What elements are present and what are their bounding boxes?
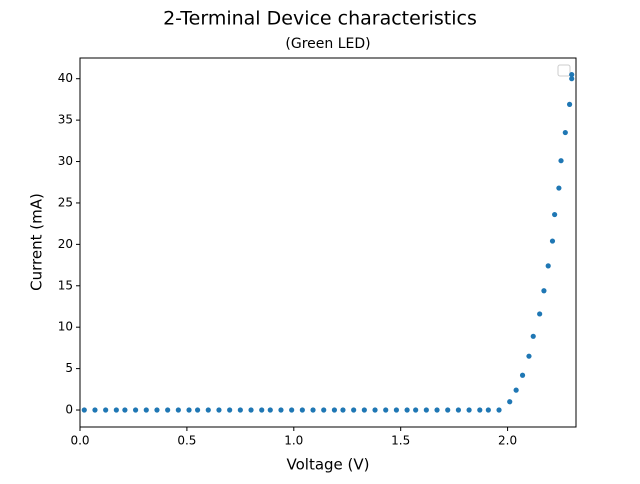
chart-subtitle: (Green LED) [285,36,370,52]
data-point [340,407,346,413]
data-point [558,158,564,164]
data-point [321,407,327,413]
x-tick-label: 0.0 [70,434,89,448]
x-tick-label: 1.0 [284,434,303,448]
y-tick-label: 5 [65,361,73,375]
plot-frame [79,57,577,428]
data-point [132,407,139,413]
y-tick-label: 30 [58,154,73,168]
data-point [205,407,211,413]
data-point [299,407,305,413]
data-point [445,407,451,413]
x-tick-label: 1.5 [391,434,410,448]
data-point [545,263,551,269]
x-tick-label: 2.0 [498,434,517,448]
y-tick-label: 20 [58,237,73,251]
chart-title: 2-Terminal Device characteristics [163,8,477,30]
data-point [556,185,562,191]
data-point [81,407,87,413]
data-point [103,407,109,413]
data-point [434,407,440,413]
data-point [310,407,316,413]
y-axis-label: Current (mA) [28,193,46,291]
data-point [186,407,192,413]
data-point [278,407,284,413]
data-point [541,288,547,294]
data-point [496,407,502,413]
y-tick-label: 35 [58,113,73,127]
y-tick-label: 10 [58,320,73,334]
data-point [549,238,556,244]
y-tick-label: 15 [58,278,73,292]
data-point [289,407,295,413]
data-point [383,407,389,413]
data-point [248,407,254,413]
legend [557,64,571,77]
data-point [552,211,558,218]
data-point [466,407,472,413]
data-point [537,311,543,317]
x-tick-label: 0.5 [177,434,196,448]
data-point [530,333,536,339]
data-point [372,407,378,413]
data-point [569,76,575,82]
data-point [194,407,201,413]
y-tick-label: 40 [58,71,73,85]
data-point [143,407,149,413]
data-point [92,407,98,413]
data-point [519,372,526,378]
data-point [237,407,243,413]
data-point [227,407,233,413]
data-point [331,407,338,413]
data-point [113,407,119,413]
data-point [562,129,568,136]
x-axis-label: Voltage (V) [287,456,370,474]
data-point [175,407,181,413]
data-point [154,407,160,413]
y-tick-label: 25 [58,195,73,209]
data-point [404,407,410,413]
data-point [351,407,357,413]
data-point [259,407,265,413]
y-tick-label: 0 [65,403,73,417]
data-point [566,101,573,107]
data-point [393,407,400,413]
data-point [477,407,483,413]
data-point [165,407,171,413]
data-point [267,407,273,413]
data-point [122,407,128,413]
data-point [423,407,429,413]
data-point [513,387,519,393]
data-point [507,399,513,405]
data-point [455,407,462,413]
data-point [526,353,532,359]
data-point [413,407,419,413]
data-point [485,407,491,413]
data-point [569,71,575,78]
data-point [216,407,222,413]
data-point [361,407,367,413]
